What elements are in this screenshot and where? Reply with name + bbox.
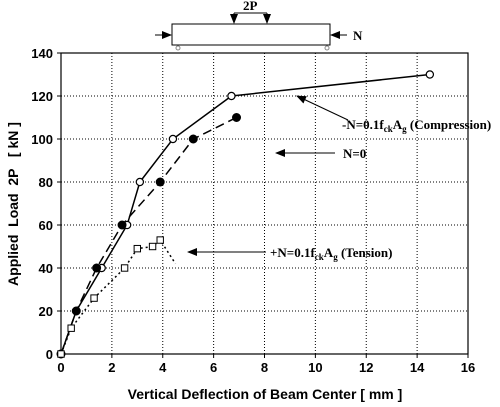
series-line-2: [60, 238, 177, 355]
annotation-tension-label: +N=0.1fckAg (Tension): [270, 245, 392, 262]
beam-support-right: [324, 45, 330, 51]
x-tick-label: 4: [159, 360, 167, 375]
series-point: [156, 236, 164, 244]
y-tick-label: 20: [39, 304, 53, 319]
plot-frame: [57, 52, 469, 358]
annotation-zero-label: N=0: [343, 146, 366, 161]
annotation-zero: N=0: [275, 146, 366, 161]
series-point: [117, 220, 127, 230]
x-tick-label: 14: [410, 360, 425, 375]
series-point: [188, 134, 198, 144]
y-tick-label: 120: [31, 89, 53, 104]
y-tick-label: 60: [39, 218, 53, 233]
series-point: [67, 324, 75, 332]
series-point: [232, 113, 242, 122]
series-point: [57, 350, 65, 358]
x-tick-label: 2: [108, 360, 115, 375]
beam-schematic: 2P N: [155, 0, 363, 51]
grid: [61, 53, 468, 354]
annotation-compression: -N=0.1fckAg (Compression): [296, 95, 491, 134]
y-tick-label: 80: [39, 175, 53, 190]
x-tick-label: 0: [57, 360, 64, 375]
annotation-tension: +N=0.1fckAg (Tension): [187, 245, 392, 262]
series-point: [155, 177, 165, 187]
y-tick-label: 40: [39, 261, 53, 276]
series-markers: [56, 70, 435, 359]
series-point: [71, 306, 81, 316]
x-tick-label: 8: [261, 360, 268, 375]
series-line-0: [60, 73, 430, 355]
beam-body: [171, 23, 331, 46]
annotation-compression-label: -N=0.1fckAg (Compression): [342, 117, 491, 134]
y-axis-title: Applied Load 2P [ kN ]: [5, 122, 21, 286]
series-point: [90, 294, 98, 302]
y-tick-label: 100: [31, 132, 53, 147]
y-tick-label: 0: [46, 347, 53, 362]
load-label: 2P: [243, 0, 258, 13]
x-tick-label: 12: [359, 360, 373, 375]
x-tick-labels: 0 2 4 6 8 10 12 14 16: [57, 360, 475, 375]
annotation-compression-leader: [296, 95, 349, 121]
series-line-1: [60, 116, 237, 355]
axial-label: N: [353, 28, 363, 43]
x-tick-label: 6: [210, 360, 217, 375]
series-point: [425, 70, 435, 79]
series-point: [148, 242, 157, 251]
series-point: [135, 177, 145, 187]
series-point: [120, 264, 129, 272]
y-tick-labels: 0 20 40 60 80 100 120 140: [31, 46, 53, 362]
series-point: [92, 263, 102, 273]
beam-support-left: [175, 45, 181, 51]
x-tick-label: 16: [461, 360, 475, 375]
plot-border: [60, 52, 469, 355]
series-point: [133, 244, 142, 253]
series-point: [227, 91, 236, 101]
y-tick-label: 140: [31, 46, 53, 61]
x-tick-label: 10: [308, 360, 322, 375]
series-point: [168, 134, 178, 144]
x-axis-title: Vertical Deflection of Beam Center [ mm …: [128, 386, 403, 402]
